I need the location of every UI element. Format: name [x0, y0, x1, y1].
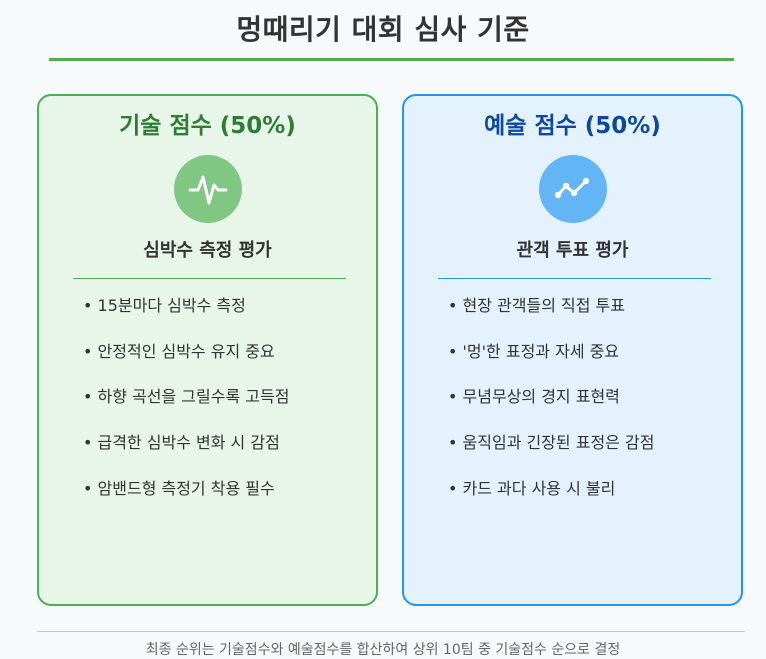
- artistic-criteria-list: 현장 관객들의 직접 투표 '멍'한 표정과 자세 중요 무념무상의 경지 표현…: [448, 294, 655, 523]
- footer-note: 최종 순위는 기술점수와 예술점수를 합산하여 상위 10팀 중 기술점수 순으…: [145, 642, 621, 658]
- artistic-subtitle: 관객 투표 평가: [516, 240, 629, 261]
- technical-subtitle: 심박수 측정 평가: [143, 240, 272, 261]
- technical-score-card: 기술 점수 (50%) 심박수 측정 평가 15분마다 심박수 측정 안정적인 …: [37, 94, 378, 606]
- list-item: 하향 곡선을 그릴수록 고득점: [83, 385, 290, 431]
- title-underline: [49, 58, 734, 61]
- list-item: 현장 관객들의 직접 투표: [448, 294, 654, 340]
- technical-criteria-list: 15분마다 심박수 측정 안정적인 심박수 유지 중요 하향 곡선을 그릴수록 …: [83, 294, 290, 523]
- artistic-card-title: 예술 점수 (50%): [484, 113, 661, 139]
- list-item: 무념무상의 경지 표현력: [448, 385, 654, 431]
- list-item: 15분마다 심박수 측정: [83, 294, 289, 340]
- list-item: 급격한 심박수 변화 시 감점: [83, 431, 289, 477]
- artistic-score-card: 예술 점수 (50%) 관객 투표 평가 현장 관객들의 직접 투표 '멍'한 …: [402, 94, 743, 606]
- list-item: 카드 과다 사용 시 불리: [448, 477, 654, 523]
- artistic-divider: [438, 278, 711, 279]
- list-item: 움직임과 긴장된 표정은 감점: [448, 431, 655, 477]
- footer-divider: [37, 631, 745, 632]
- list-item: '멍'한 표정과 자세 중요: [448, 340, 654, 386]
- list-item: 안정적인 심박수 유지 중요: [83, 340, 289, 386]
- trend-line-icon: [538, 155, 607, 223]
- page-title: 멍때리기 대회 심사 기준: [236, 13, 530, 46]
- list-item: 암밴드형 측정기 착용 필수: [83, 477, 289, 523]
- technical-divider: [73, 278, 346, 279]
- heartbeat-icon: [173, 155, 242, 223]
- technical-card-title: 기술 점수 (50%): [119, 113, 296, 139]
